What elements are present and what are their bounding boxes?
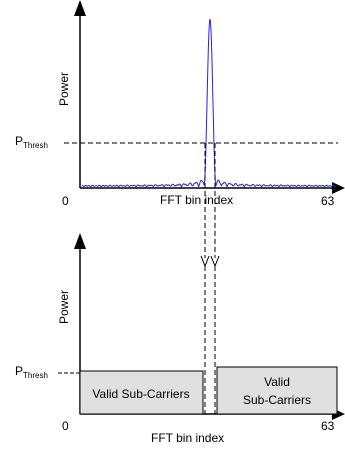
power-spectrum-curve: [81, 18, 337, 189]
left-valid-block: [79, 370, 204, 415]
bottom-x-max-label: 63: [321, 419, 335, 433]
projection-arrows: [200, 143, 220, 414]
top-plot: Power PThresh 0 FFT bin index 63: [15, 0, 345, 208]
top-y-label: Power: [57, 72, 71, 106]
bottom-x-min-label: 0: [62, 419, 69, 433]
top-x-label: FFT bin index: [160, 193, 233, 207]
top-threshold-label: PThresh: [15, 134, 48, 150]
bottom-plot: Valid Sub-Carriers Valid Sub-Carriers Po…: [15, 233, 345, 445]
left-block-label: Valid Sub-Carriers: [92, 387, 189, 401]
right-block-label-line2: Sub-Carriers: [243, 393, 311, 407]
right-valid-block: [216, 366, 338, 415]
top-y-axis-arrow: [74, 0, 86, 16]
bottom-y-axis-arrow: [74, 233, 86, 249]
bottom-threshold-label: PThresh: [15, 364, 48, 380]
top-x-min-label: 0: [62, 194, 69, 208]
top-x-max-label: 63: [321, 194, 335, 208]
right-block-label-line1: Valid: [264, 375, 290, 389]
bottom-x-label: FFT bin index: [151, 431, 224, 445]
top-x-axis-arrow: [332, 182, 345, 194]
bottom-y-label: Power: [57, 290, 71, 324]
